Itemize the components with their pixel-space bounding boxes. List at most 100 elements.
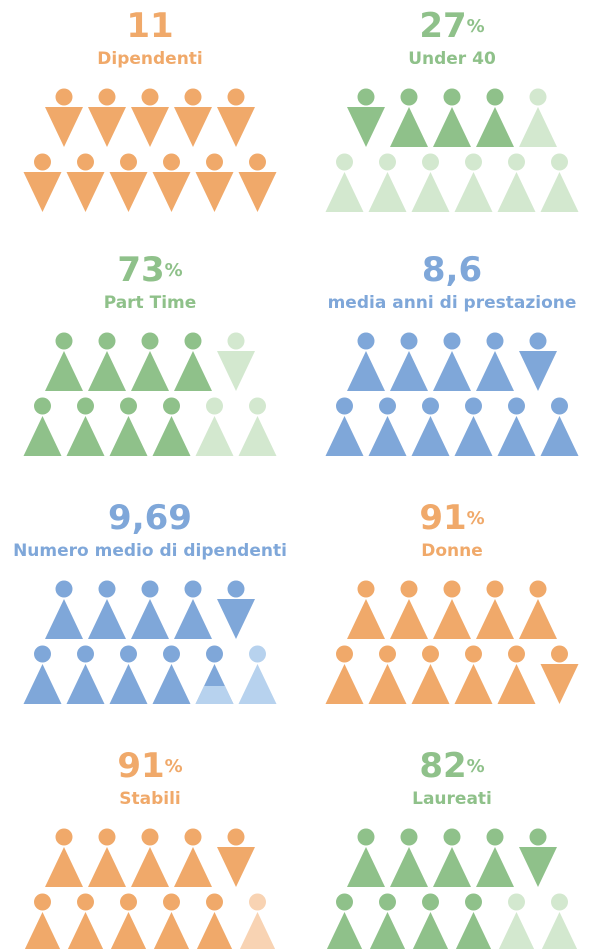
stat-label: Dipendenti bbox=[97, 49, 203, 69]
person-head bbox=[422, 397, 439, 415]
person-head bbox=[529, 580, 547, 598]
person-head bbox=[508, 153, 525, 171]
person-body bbox=[412, 912, 449, 949]
person-head bbox=[184, 332, 202, 350]
person-body bbox=[411, 172, 450, 212]
person-body bbox=[131, 107, 169, 147]
stat-number: 8,6 bbox=[422, 250, 482, 290]
stat-panel: 8,6 media anni di prestazione bbox=[325, 250, 579, 456]
person-head bbox=[336, 153, 353, 171]
person-head bbox=[379, 645, 396, 663]
stat-number: 27 bbox=[419, 6, 466, 46]
person-head bbox=[551, 893, 568, 911]
person-body bbox=[131, 351, 169, 391]
person-body bbox=[368, 416, 407, 456]
stat-value: 8,6 bbox=[422, 250, 482, 290]
stat-unit: % bbox=[467, 16, 485, 37]
person-head bbox=[529, 332, 547, 350]
person-body bbox=[66, 172, 105, 212]
person-head bbox=[98, 828, 116, 846]
person-head bbox=[379, 893, 396, 911]
person-head bbox=[34, 153, 51, 171]
person-head bbox=[508, 645, 525, 663]
person-body bbox=[238, 172, 277, 212]
stat-label: Numero medio di dipendenti bbox=[13, 541, 287, 561]
stat-number: 9,69 bbox=[108, 498, 192, 538]
person-head bbox=[422, 645, 439, 663]
person-body bbox=[455, 912, 492, 949]
person-head bbox=[163, 893, 180, 911]
person-body bbox=[325, 664, 364, 704]
person-head bbox=[184, 88, 202, 106]
person-head bbox=[184, 580, 202, 598]
stat-label: media anni di prestazione bbox=[328, 293, 577, 313]
person-body bbox=[110, 912, 147, 949]
person-body bbox=[498, 912, 535, 949]
stat-panel: 91% Donne bbox=[325, 498, 579, 704]
person-head bbox=[249, 893, 266, 911]
stat-value: 9,69 bbox=[108, 498, 192, 538]
person-head bbox=[98, 88, 116, 106]
person-body bbox=[174, 599, 212, 639]
person-body bbox=[109, 172, 148, 212]
person-head bbox=[400, 88, 418, 106]
person-body bbox=[152, 664, 191, 704]
person-head bbox=[465, 397, 482, 415]
person-body bbox=[433, 107, 471, 147]
stat-panel: 82% Laureati bbox=[326, 746, 578, 949]
person-body bbox=[497, 664, 536, 704]
person-body bbox=[325, 416, 364, 456]
person-body bbox=[195, 416, 234, 456]
person-body bbox=[88, 847, 126, 887]
person-body bbox=[23, 172, 62, 212]
person-body bbox=[347, 847, 385, 887]
person-body bbox=[326, 912, 363, 949]
person-head bbox=[206, 153, 223, 171]
person-body bbox=[131, 599, 169, 639]
person-head bbox=[206, 645, 223, 663]
person-body bbox=[368, 172, 407, 212]
person-body bbox=[540, 664, 579, 704]
person-body bbox=[67, 912, 104, 949]
stat-number: 91 bbox=[117, 746, 164, 786]
person-head bbox=[141, 332, 159, 350]
person-body bbox=[45, 599, 83, 639]
stat-label: Donne bbox=[421, 541, 483, 561]
person-body bbox=[174, 351, 212, 391]
stat-unit: % bbox=[467, 756, 485, 777]
stat-number: 73 bbox=[117, 250, 164, 290]
person-head bbox=[227, 580, 245, 598]
person-body bbox=[369, 912, 406, 949]
person-body bbox=[109, 664, 148, 704]
stat-number: 11 bbox=[126, 6, 173, 46]
person-body bbox=[217, 351, 255, 391]
person-head bbox=[120, 153, 137, 171]
stat-number: 82 bbox=[419, 746, 466, 786]
person-head bbox=[163, 645, 180, 663]
person-head bbox=[400, 332, 418, 350]
person-body bbox=[540, 416, 579, 456]
person-body bbox=[476, 599, 514, 639]
person-body bbox=[174, 107, 212, 147]
person-body bbox=[497, 416, 536, 456]
person-body bbox=[217, 599, 255, 639]
person-head bbox=[379, 153, 396, 171]
person-body bbox=[433, 351, 471, 391]
person-body bbox=[23, 416, 62, 456]
person-head bbox=[443, 828, 461, 846]
person-body bbox=[238, 664, 277, 704]
person-head bbox=[163, 397, 180, 415]
person-head bbox=[141, 828, 159, 846]
person-head bbox=[443, 88, 461, 106]
person-head bbox=[120, 645, 137, 663]
person-head bbox=[77, 153, 94, 171]
person-body bbox=[519, 847, 557, 887]
person-head bbox=[227, 88, 245, 106]
person-head bbox=[34, 645, 51, 663]
person-head bbox=[336, 397, 353, 415]
person-body bbox=[497, 172, 536, 212]
person-head bbox=[422, 893, 439, 911]
stat-value: 91% bbox=[419, 498, 484, 538]
stat-value: 27% bbox=[419, 6, 484, 46]
person-head bbox=[120, 397, 137, 415]
